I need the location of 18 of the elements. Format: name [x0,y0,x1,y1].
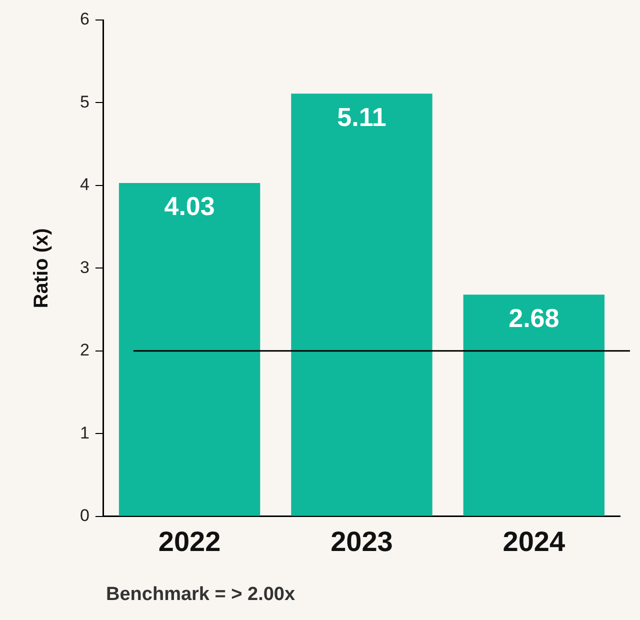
data-label: 5.11 [337,102,386,132]
x-tick-label: 2024 [502,526,566,557]
data-label: 4.03 [164,191,215,222]
y-tick-label: 3 [80,258,90,277]
y-tick-label: 1 [80,423,90,442]
y-tick-label: 6 [80,10,90,29]
y-tick-label: 5 [80,92,90,112]
y-axis-title: Ratio (x) [30,228,53,308]
y-tick-label: 2 [80,340,90,360]
bar [118,182,260,516]
text: Benchmark = > 2.00x [106,584,296,606]
bar [463,294,605,516]
data-label: 2.68 [508,302,560,333]
y-tick-label: 4 [80,175,90,194]
x-tick-label: 2022 [158,526,221,557]
bar [291,94,432,516]
y-tick-label: 0 [80,506,90,526]
x-tick-label: 2023 [330,526,393,557]
